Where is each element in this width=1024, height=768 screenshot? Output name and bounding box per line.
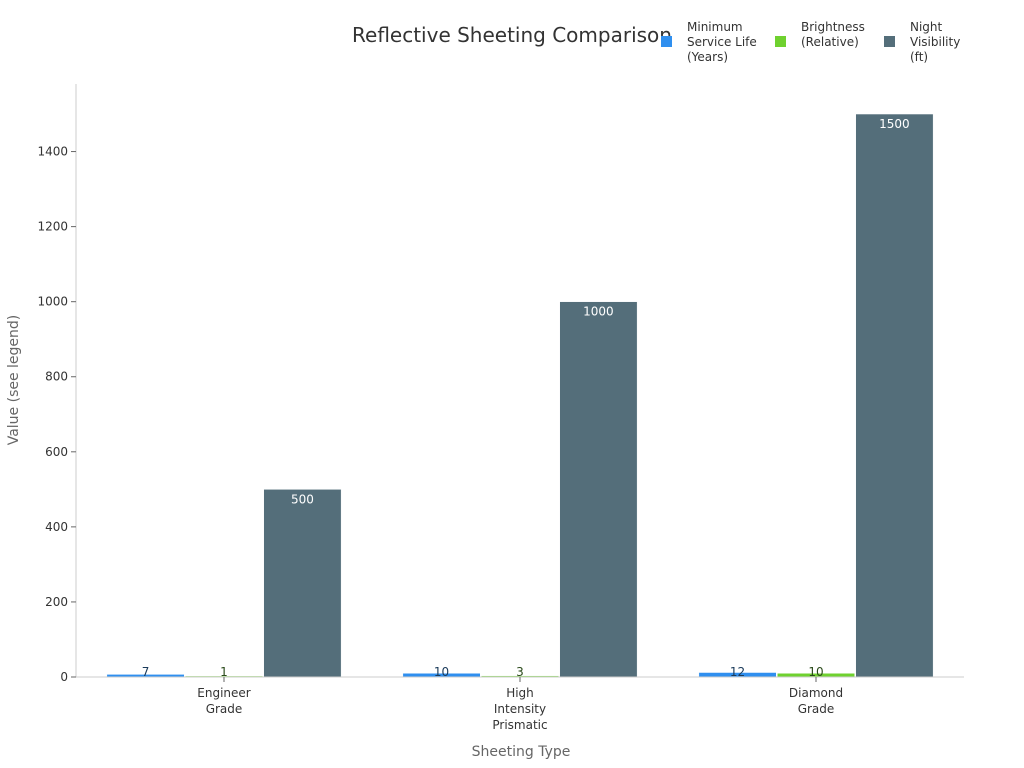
bar-value-label: 7 — [142, 665, 150, 679]
x-tick-label: Diamond Grade — [789, 686, 843, 716]
y-tick-label: 1400 — [37, 145, 68, 159]
x-ticks-group: Engineer Grade High Intensity Prismatic Diamo… — [197, 677, 843, 732]
legend: Minimum Service Life (Years) Brightness (Rel… — [661, 20, 960, 64]
y-tick-label: 0 — [60, 670, 68, 684]
y-tick-label: 600 — [45, 445, 68, 459]
legend-swatch — [884, 36, 895, 47]
y-tick-label: 1200 — [37, 220, 68, 234]
bar-value-label: 10 — [434, 665, 449, 679]
bar-value-label: 1000 — [583, 305, 614, 319]
bar-value-label: 1 — [220, 665, 228, 679]
bar-value-label: 10 — [808, 665, 823, 679]
y-tick-label: 800 — [45, 370, 68, 384]
y-tick-label: 200 — [45, 595, 68, 609]
chart-title: Reflective Sheeting Comparison — [352, 23, 672, 47]
y-axis-title: Value (see legend) — [6, 315, 22, 446]
x-tick-label: Engineer Grade — [197, 686, 251, 716]
bar — [855, 113, 934, 678]
legend-entry-label: Night Visibility (ft) — [910, 20, 960, 64]
bar-value-label: 1500 — [879, 117, 910, 131]
y-tick-label: 400 — [45, 520, 68, 534]
legend-swatch — [661, 36, 672, 47]
y-ticks-group: 0 200 400 600 800 1000 1200 1400 — [37, 145, 76, 684]
x-tick-label: High Intensity Prismatic — [492, 686, 547, 732]
y-tick-label: 1000 — [37, 295, 68, 309]
legend-entry-label: Brightness (Relative) — [801, 20, 865, 49]
bar-value-label: 12 — [730, 665, 745, 679]
legend-swatch — [775, 36, 786, 47]
legend-entry-label: Minimum Service Life (Years) — [687, 20, 757, 64]
x-axis-title: Sheeting Type — [472, 744, 571, 760]
bar-value-label: 500 — [291, 492, 314, 506]
bar — [263, 489, 342, 678]
bars-group — [106, 113, 934, 678]
bar-value-label: 3 — [516, 665, 524, 679]
bar — [559, 301, 638, 678]
